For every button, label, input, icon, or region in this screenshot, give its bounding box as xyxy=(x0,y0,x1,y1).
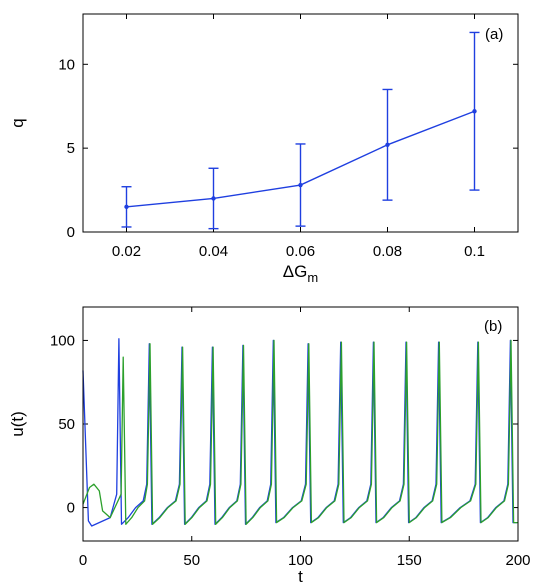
panel-a-xlabel: ΔGm xyxy=(283,262,318,285)
panel-a-xtick-label: 0.02 xyxy=(112,243,141,260)
panel-a-point xyxy=(385,142,390,147)
panel-b-series-line xyxy=(82,339,518,525)
panel-b-ticks: 0 50 100 150 200 0 50 100 xyxy=(50,307,531,569)
panel-b-ylabel: u(t) xyxy=(8,411,27,437)
panel-a-xtick-label: 0.1 xyxy=(464,243,485,260)
panel-b-xlabel: t xyxy=(298,567,303,586)
panel-b-frame xyxy=(82,306,519,542)
panel-b-xtick-label: 50 xyxy=(183,552,200,569)
panel-a-ticks: 0.02 0.04 0.06 0.08 0.1 0 5 10 xyxy=(58,14,518,260)
panel-b-xtick-label: 0 xyxy=(79,552,87,569)
panel-b-ytick-label: 100 xyxy=(50,332,75,349)
panel-a-xtick-label: 0.04 xyxy=(199,243,228,260)
panel-b: 0 50 100 150 200 0 50 100 (b) u(t) t xyxy=(8,306,531,586)
panel-a-series xyxy=(121,31,480,230)
panel-a-point xyxy=(124,204,129,210)
panel-a-ytick-label: 10 xyxy=(58,56,75,73)
panel-a-point xyxy=(472,109,477,114)
panel-a-ylabel: q xyxy=(8,118,27,127)
panel-a-frame xyxy=(82,13,519,233)
panel-b-xtick-label: 200 xyxy=(505,552,530,569)
panel-b-xtick-label: 150 xyxy=(397,552,422,569)
panel-b-xtick-label: 100 xyxy=(288,552,313,569)
panel-a-xtick-label: 0.08 xyxy=(373,243,402,260)
panel-b-series xyxy=(82,338,518,527)
panel-a-ytick-label: 5 xyxy=(67,140,75,157)
panel-b-ytick-label: 50 xyxy=(58,416,75,433)
panel-a-xtick-label: 0.06 xyxy=(286,243,315,260)
panel-b-label: (b) xyxy=(484,318,502,335)
panel-b-ytick-label: 0 xyxy=(67,500,75,517)
panel-a-xlabel-subscript: m xyxy=(307,270,318,285)
panel-a-label: (a) xyxy=(485,26,503,43)
panel-a-xlabel-main: ΔG xyxy=(283,262,308,281)
panel-a-point xyxy=(298,182,303,188)
panel-a-ytick-label: 0 xyxy=(67,224,75,241)
panel-a-point xyxy=(211,196,216,201)
panel-a: 0.02 0.04 0.06 0.08 0.1 0 5 10 (a) q ΔGm xyxy=(8,13,519,285)
